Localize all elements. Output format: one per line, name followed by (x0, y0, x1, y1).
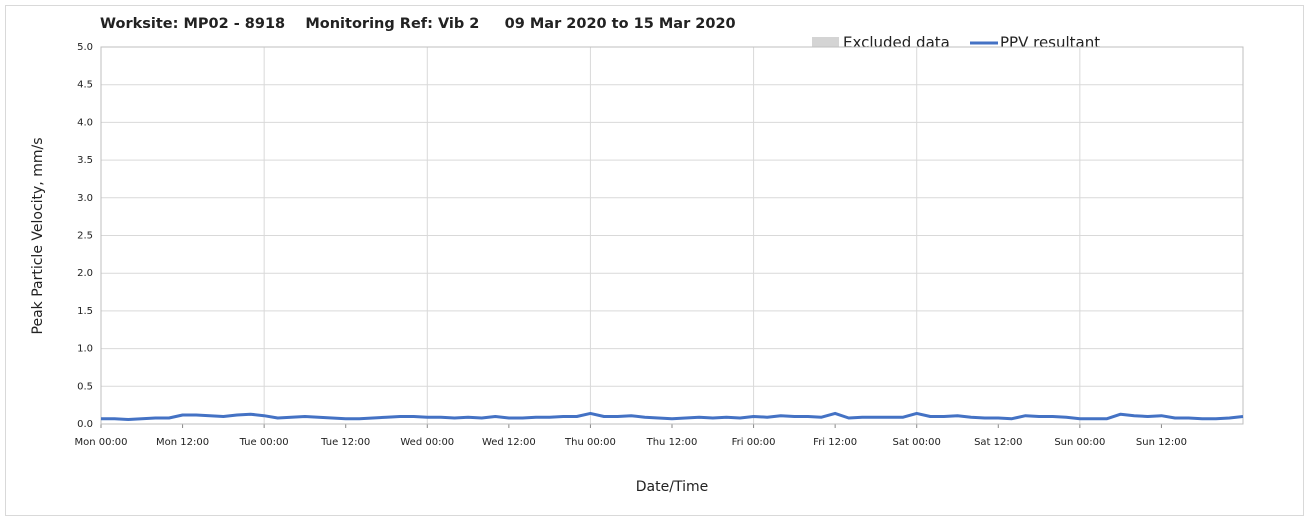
chart-frame (5, 5, 1304, 516)
y-tick-label: 0.0 (77, 419, 93, 430)
chart-title: Worksite: MP02 - 8918 Monitoring Ref: Vi… (100, 16, 736, 32)
x-tick-label: Sat 00:00 (893, 437, 941, 448)
x-tick-label: Thu 12:00 (646, 437, 698, 448)
y-tick-label: 4.0 (77, 117, 93, 128)
legend-label: Excluded data (843, 34, 950, 52)
legend-swatch (812, 37, 839, 47)
y-tick-label: 3.5 (77, 155, 93, 166)
x-tick-label: Tue 12:00 (320, 437, 370, 448)
x-tick-label: Sat 12:00 (974, 437, 1022, 448)
x-tick-label: Fri 00:00 (732, 437, 776, 448)
x-tick-label: Wed 00:00 (400, 437, 454, 448)
y-tick-label: 1.5 (77, 306, 93, 317)
x-tick-label: Tue 00:00 (239, 437, 289, 448)
y-axis-label: Peak Particle Velocity, mm/s (30, 138, 46, 335)
y-tick-label: 4.5 (77, 80, 93, 91)
x-tick-label: Mon 00:00 (74, 437, 127, 448)
x-axis-label: Date/Time (636, 479, 708, 495)
y-tick-label: 5.0 (77, 42, 93, 53)
y-tick-label: 0.5 (77, 381, 93, 392)
plot-border (100, 46, 1244, 425)
x-tick-label: Sun 12:00 (1136, 437, 1187, 448)
x-tick-label: Wed 12:00 (482, 437, 536, 448)
y-tick-label: 3.0 (77, 193, 93, 204)
x-tick-label: Fri 12:00 (813, 437, 857, 448)
series-line (101, 411, 1244, 421)
x-tick-label: Thu 00:00 (564, 437, 616, 448)
y-tick-label: 2.0 (77, 268, 93, 279)
y-tick-label: 1.0 (77, 344, 93, 355)
y-tick-label: 2.5 (77, 231, 93, 242)
x-tick-label: Mon 12:00 (156, 437, 209, 448)
x-tick-label: Sun 00:00 (1054, 437, 1105, 448)
legend-label: PPV resultant (1000, 34, 1100, 52)
